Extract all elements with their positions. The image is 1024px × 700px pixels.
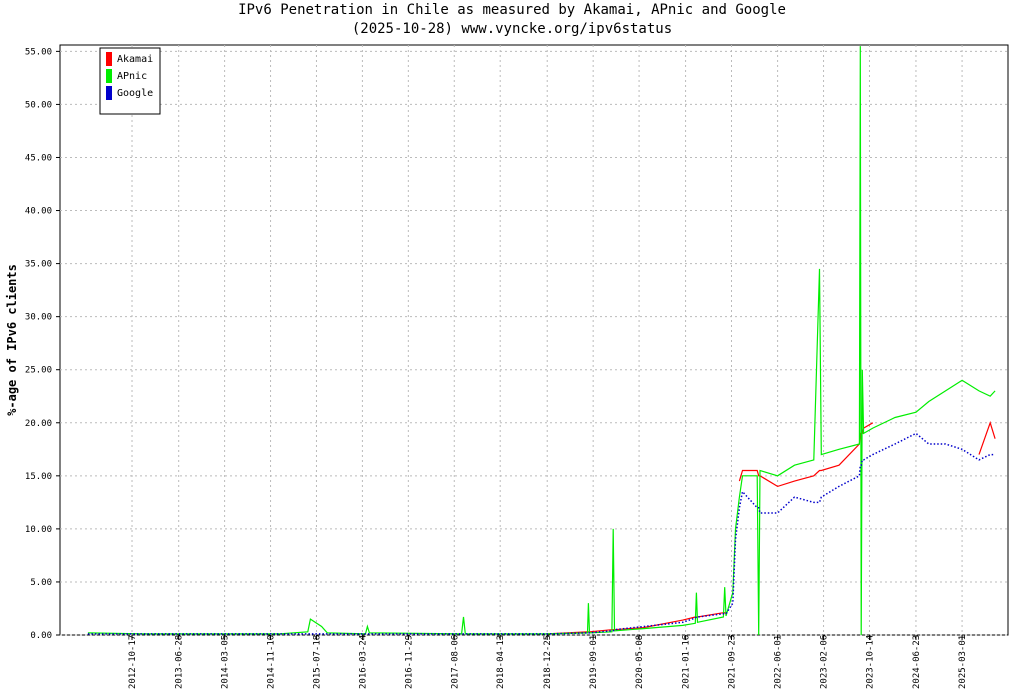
y-tick-label: 20.00 (25, 419, 52, 429)
legend-swatch (106, 69, 112, 83)
y-tick-label: 10.00 (25, 525, 52, 535)
x-tick-label: 2014-03-05 (221, 635, 231, 689)
x-tick-label: 2016-11-29 (404, 635, 414, 689)
x-tick-label: 2017-08-06 (450, 635, 460, 689)
x-tick-label: 2019-09-01 (589, 635, 599, 689)
y-tick-label: 5.00 (30, 578, 52, 588)
y-tick-label: 15.00 (25, 472, 52, 482)
x-tick-label: 2020-05-08 (635, 635, 645, 689)
x-tick-label: 2021-01-16 (682, 635, 692, 689)
data-line (87, 46, 996, 636)
x-tick-label: 2022-06-01 (774, 635, 784, 689)
y-tick-label: 40.00 (25, 207, 52, 217)
x-tick-label: 2016-03-24 (358, 635, 368, 689)
x-tick-label: 2013-06-28 (175, 635, 185, 689)
x-tick-label: 2014-11-10 (267, 635, 277, 689)
legend-label: APnic (117, 71, 147, 82)
legend-label: Google (117, 88, 153, 99)
y-tick-label: 45.00 (25, 153, 52, 163)
x-tick-label: 2023-02-06 (820, 635, 830, 689)
x-tick-label: 2018-04-13 (496, 635, 506, 689)
legend-swatch (106, 52, 112, 66)
x-tick-label: 2012-10-17 (128, 635, 138, 689)
x-tick-label: 2024-06-23 (912, 635, 922, 689)
y-tick-label: 30.00 (25, 313, 52, 323)
y-axis-label: %-age of IPv6 clients (5, 264, 19, 416)
x-tick-label: 2023-10-14 (865, 635, 875, 689)
chart-title: IPv6 Penetration in Chile as measured by… (238, 2, 786, 18)
legend-swatch (106, 86, 112, 100)
x-tick-label: 2015-07-18 (312, 635, 322, 689)
legend-label: Akamai (117, 54, 153, 65)
chart-subtitle: (2025-10-28) www.vyncke.org/ipv6status (352, 21, 672, 37)
y-tick-label: 25.00 (25, 366, 52, 376)
y-tick-label: 35.00 (25, 260, 52, 270)
y-tick-label: 55.00 (25, 47, 52, 57)
y-tick-label: 0.00 (30, 631, 52, 641)
x-tick-label: 2025-03-01 (958, 635, 968, 689)
y-tick-label: 50.00 (25, 100, 52, 110)
x-tick-label: 2018-12-25 (543, 635, 553, 689)
data-line (87, 432, 996, 635)
plot-frame (59, 44, 1009, 636)
x-tick-label: 2021-09-23 (728, 635, 738, 689)
